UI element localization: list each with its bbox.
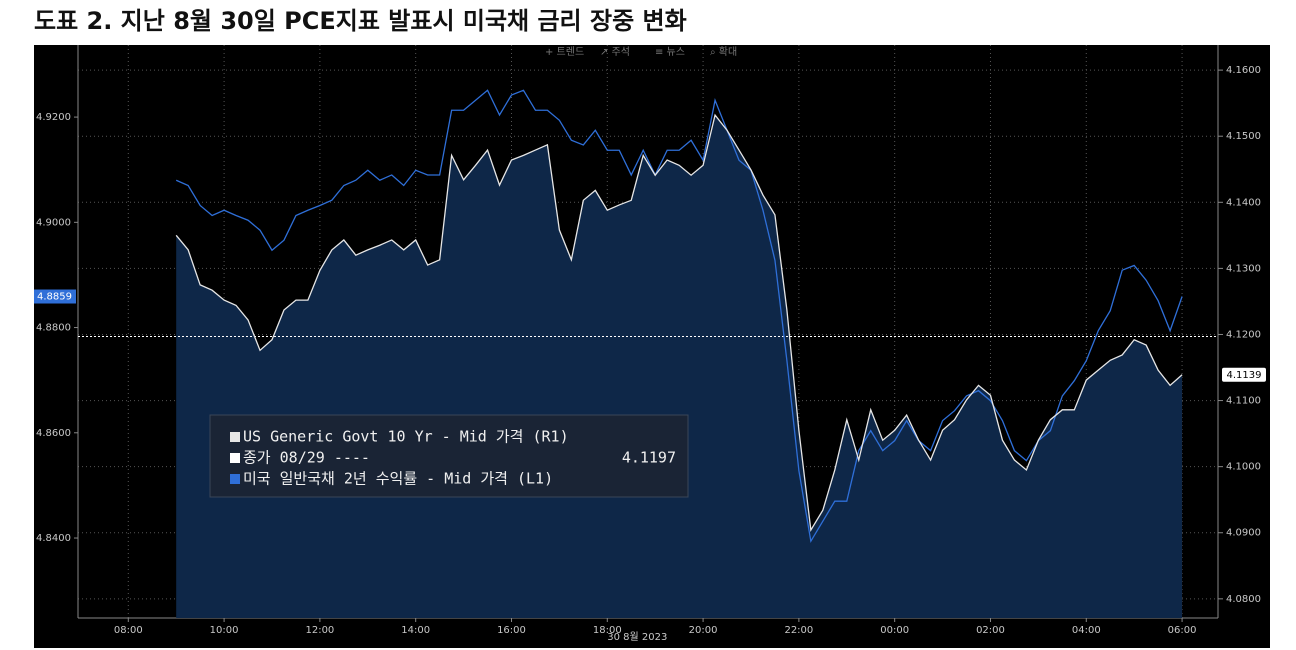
y2-tick-label: 4.1600 xyxy=(1226,65,1261,76)
x-tick-label: 04:00 xyxy=(1072,625,1101,636)
legend-swatch xyxy=(230,432,240,442)
x-tick-label: 12:00 xyxy=(305,625,334,636)
x-tick-label: 16:00 xyxy=(497,625,526,636)
x-tick-label: 02:00 xyxy=(976,625,1005,636)
y2-tick-label: 4.1000 xyxy=(1226,462,1261,473)
legend: US Generic Govt 10 Yr - Mid 가격 (R1) 종가 08… xyxy=(209,414,689,498)
legend-label: 종가 08/29 ---- xyxy=(243,449,370,467)
y2-tick-label: 4.1300 xyxy=(1226,263,1261,274)
x-tick-label: 08:00 xyxy=(114,625,143,636)
toolbar-item[interactable]: ≡ 뉴스 xyxy=(655,46,685,58)
x-tick-label: 22:00 xyxy=(784,625,813,636)
y-tick-label: 4.9000 xyxy=(36,217,71,228)
line xyxy=(175,113,1183,533)
x-tick-label: 14:00 xyxy=(401,625,430,636)
legend-swatch xyxy=(230,474,240,484)
x-tick-label: 00:00 xyxy=(880,625,909,636)
x-tick-label: 20:00 xyxy=(689,625,718,636)
last-value-label: 4.8859 xyxy=(37,292,72,303)
toolbar-item[interactable]: ⌕ 확대 xyxy=(710,46,737,58)
y2-tick-label: 4.0900 xyxy=(1226,528,1261,539)
line xyxy=(175,89,1183,544)
y2-tick-label: 4.0800 xyxy=(1226,594,1261,605)
last-value-label: 4.1139 xyxy=(1227,370,1262,381)
y-tick-label: 4.8600 xyxy=(36,428,71,439)
x-tick-label: 10:00 xyxy=(210,625,239,636)
x-axis-label: 30 8월 2023 xyxy=(607,631,667,643)
legend-label: US Generic Govt 10 Yr - Mid 가격 (R1) xyxy=(243,428,569,446)
x-tick-label: 06:00 xyxy=(1168,625,1197,636)
last-value-tag xyxy=(34,289,76,304)
legend-box xyxy=(209,414,689,498)
y2-tick-label: 4.1400 xyxy=(1226,197,1261,208)
y2-tick-label: 4.1100 xyxy=(1226,396,1261,407)
legend-value: 4.1197 xyxy=(622,449,676,467)
legend-swatch xyxy=(230,453,240,463)
y2-tick-label: 4.1500 xyxy=(1226,131,1261,142)
y-tick-label: 4.9200 xyxy=(36,112,71,123)
y2-tick-label: 4.1200 xyxy=(1226,329,1261,340)
toolbar-item[interactable]: ↗ 주석 xyxy=(600,46,630,58)
x-tick-label: 18:00 xyxy=(593,625,622,636)
chart-title: 도표 2. 지난 8월 30일 PCE지표 발표시 미국채 금리 장중 변화 xyxy=(34,7,687,35)
y-tick-label: 4.8800 xyxy=(36,323,71,334)
toolbar-item[interactable]: + 트렌드 xyxy=(545,46,584,58)
legend-label: 미국 일반국채 2년 수익률 - Mid 가격 (L1) xyxy=(243,470,553,488)
last-value-tag xyxy=(1222,367,1266,382)
y-tick-label: 4.8400 xyxy=(36,533,71,544)
